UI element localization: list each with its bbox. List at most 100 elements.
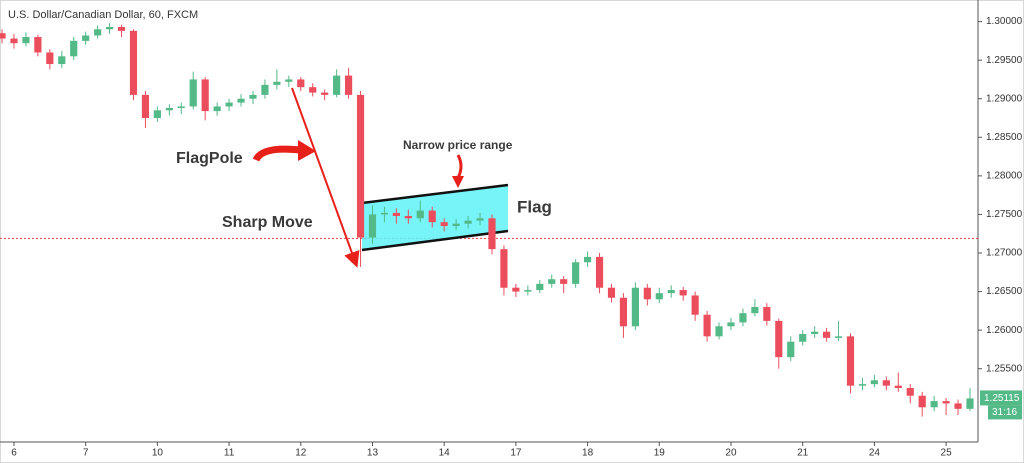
candle-body	[942, 401, 950, 404]
y-tick-label: 1.30000	[986, 16, 1023, 27]
sharp-move-arrow	[291, 87, 360, 268]
candle-body	[727, 322, 735, 327]
y-tick-label: 1.26500	[986, 286, 1023, 297]
candle-body	[404, 215, 412, 219]
candle-body	[285, 79, 293, 82]
annotation: FlagPole	[176, 150, 243, 167]
x-tick-label: 19	[654, 448, 666, 459]
candle-body	[823, 331, 831, 338]
candle-body	[58, 56, 66, 65]
flag-top-line	[361, 183, 509, 205]
chart-title: U.S. Dollar/Canadian Dollar, 60, FXCM	[8, 9, 198, 21]
x-tick-label: 20	[725, 448, 737, 459]
candle-body	[619, 297, 628, 327]
candle-body	[607, 287, 616, 298]
candle-body	[70, 40, 78, 57]
countdown-tag	[988, 405, 1022, 420]
candle-body	[691, 295, 699, 315]
candle-body	[333, 75, 341, 95]
candle-body	[380, 212, 389, 215]
candle-body	[584, 256, 592, 263]
countdown-label: 31:16	[992, 407, 1017, 418]
candle-body	[165, 107, 173, 111]
annotation: Narrow price range	[403, 138, 513, 152]
candle-body	[225, 102, 233, 107]
candle-body	[213, 106, 221, 112]
candle-body	[273, 81, 281, 85]
candle-body	[954, 403, 962, 409]
x-tick-label: 10	[152, 448, 164, 459]
y-tick-label: 1.29500	[986, 55, 1023, 66]
candles	[0, 23, 974, 417]
x-tick-label: 25	[941, 448, 953, 459]
candle-body	[858, 384, 867, 386]
annotation: Flag	[517, 197, 552, 216]
candle-body	[94, 29, 102, 36]
x-tick-label: 13	[367, 448, 379, 459]
candle-body	[105, 26, 114, 30]
candle-body	[524, 290, 532, 292]
candle-body	[488, 218, 496, 250]
candle-body	[906, 388, 914, 396]
candle-body	[775, 320, 783, 358]
last-price-label: 1.25115	[984, 393, 1020, 404]
candle-body	[703, 314, 711, 337]
candle-body	[177, 106, 185, 108]
x-tick-label: 18	[582, 448, 594, 459]
candle-body	[930, 401, 938, 408]
y-tick-label: 1.26000	[986, 325, 1023, 336]
candle-body	[201, 79, 209, 112]
candle-body	[870, 380, 878, 385]
candle-body	[536, 283, 544, 291]
candle-body	[249, 94, 257, 99]
candle-body	[10, 38, 18, 44]
last-price-tag	[980, 390, 1022, 406]
candle-body	[966, 398, 974, 409]
candle-body	[0, 33, 6, 39]
candle-body	[894, 385, 902, 389]
candle-body	[787, 341, 795, 358]
candle-body	[297, 79, 305, 88]
candle-body	[440, 222, 448, 227]
candle-body	[46, 52, 54, 65]
candle-body	[595, 256, 604, 288]
candle-body	[321, 92, 329, 95]
candle-body	[811, 331, 819, 335]
candle-body	[834, 336, 843, 338]
x-tick-label: 21	[797, 448, 809, 459]
candle-body	[548, 279, 556, 284]
candle-body	[82, 35, 90, 41]
candle-body	[667, 290, 675, 294]
y-tick-label: 1.27500	[986, 209, 1023, 220]
candle-body	[715, 326, 723, 337]
candle-body	[416, 210, 424, 219]
candle-body	[464, 220, 472, 224]
candle-body	[309, 87, 317, 93]
x-tick-label: 6	[11, 448, 17, 459]
candle-body	[345, 75, 353, 95]
candle-body	[153, 110, 161, 119]
candle-body	[631, 287, 639, 327]
candle-body	[189, 79, 197, 107]
candle-body	[117, 26, 126, 31]
candle-body	[428, 210, 436, 223]
candle-body	[237, 98, 245, 103]
x-tick-label: 12	[295, 448, 307, 459]
y-tick-label: 1.27000	[986, 248, 1023, 259]
candle-body	[261, 84, 269, 95]
candle-body	[739, 313, 747, 323]
candle-body	[799, 334, 807, 342]
x-tick-label: 11	[224, 448, 235, 459]
x-tick-label: 14	[439, 448, 451, 459]
candle-body	[141, 94, 150, 119]
candle-body	[643, 287, 651, 300]
x-tick-label: 24	[869, 448, 881, 459]
candle-body	[560, 279, 568, 284]
candle-body	[500, 249, 508, 288]
candle-body	[572, 262, 580, 284]
candle-body	[476, 218, 484, 221]
candle-body	[512, 287, 520, 292]
y-tick-label: 1.29000	[986, 93, 1023, 104]
